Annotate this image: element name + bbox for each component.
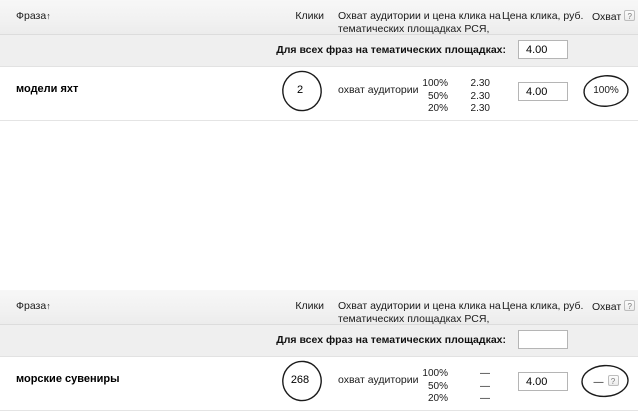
column-header-price: Цена клика, руб. [502, 300, 584, 312]
reach-percent: 20% [427, 103, 448, 114]
table-row: морские сувениры 268 охват аудитории 100… [0, 357, 638, 411]
help-icon[interactable]: ? [624, 10, 636, 21]
reach-percent: 50% [427, 380, 448, 392]
column-header-phrase[interactable]: Фраза↑ [16, 300, 51, 313]
reach-price-list: — — — [462, 368, 490, 406]
sort-ascending-icon: ↑ [46, 301, 51, 311]
row-bid-input[interactable] [518, 372, 568, 391]
cover-value: —? [586, 375, 626, 388]
reach-label: охват аудитории [338, 374, 419, 386]
content-gap [0, 121, 638, 290]
reach-price: — [480, 380, 490, 392]
reach-price: 2.30 [470, 78, 490, 89]
help-icon[interactable]: ? [624, 300, 636, 311]
reach-percent-list: 100% 50% 20% [420, 78, 448, 116]
reach-price: 2.30 [470, 103, 490, 114]
help-icon[interactable]: ? [607, 375, 619, 386]
clicks-value: 268 [290, 374, 310, 386]
reach-label: охват аудитории [338, 84, 419, 96]
reach-price: — [480, 368, 490, 379]
cover-value: 100% [593, 85, 619, 96]
reach-percent: 100% [422, 78, 448, 89]
phrase-text: морские сувениры [16, 373, 120, 385]
column-header-cover: Охват? [592, 300, 636, 314]
row-bid-input[interactable] [518, 82, 568, 101]
clicks-value: 2 [296, 84, 304, 96]
reach-percent: 100% [422, 368, 448, 379]
column-header-clicks[interactable]: Клики [295, 300, 324, 312]
cover-value-text: — [593, 377, 604, 388]
column-header-reach-line1: Охват аудитории и цена клика на [338, 300, 501, 312]
table-header-2: Фраза↑ Клики Охват аудитории и цена клик… [0, 290, 638, 338]
reach-percent-list: 100% 50% 20% [420, 368, 448, 406]
sort-ascending-icon: ↑ [46, 11, 51, 21]
all-phrases-bid-input[interactable] [518, 40, 568, 59]
all-phrases-row-1: Для всех фраз на тематических площадках: [0, 35, 638, 67]
column-header-phrase[interactable]: Фраза↑ [16, 10, 51, 23]
all-phrases-label: Для всех фраз на тематических площадках: [276, 334, 506, 346]
reach-percent: 20% [427, 393, 448, 404]
all-phrases-label: Для всех фраз на тематических площадках: [276, 44, 506, 56]
all-phrases-row-2: Для всех фраз на тематических площадках: [0, 325, 638, 357]
column-header-reach-line1: Охват аудитории и цена клика на [338, 10, 501, 22]
column-header-cover: Охват? [592, 10, 636, 24]
reach-price-list: 2.30 2.30 2.30 [462, 78, 490, 116]
column-header-price: Цена клика, руб. [502, 10, 584, 22]
reach-price: — [480, 393, 490, 404]
column-header-phrase-label: Фраза [16, 300, 47, 312]
table-row: модели яхт 2 охват аудитории 100% 50% 20… [0, 67, 638, 121]
all-phrases-bid-input[interactable] [518, 330, 568, 349]
bids-table-1: Фраза↑ Клики Охват аудитории и цена клик… [0, 0, 638, 121]
column-header-clicks[interactable]: Клики [295, 10, 324, 22]
column-header-cover-label: Охват [592, 301, 622, 313]
bids-table-2: Фраза↑ Клики Охват аудитории и цена клик… [0, 290, 638, 411]
reach-percent: 50% [427, 90, 448, 102]
reach-price: 2.30 [470, 90, 490, 102]
table-header-1: Фраза↑ Клики Охват аудитории и цена клик… [0, 0, 638, 48]
column-header-cover-label: Охват [592, 11, 622, 23]
column-header-phrase-label: Фраза [16, 10, 47, 22]
phrase-text: модели яхт [16, 83, 79, 95]
